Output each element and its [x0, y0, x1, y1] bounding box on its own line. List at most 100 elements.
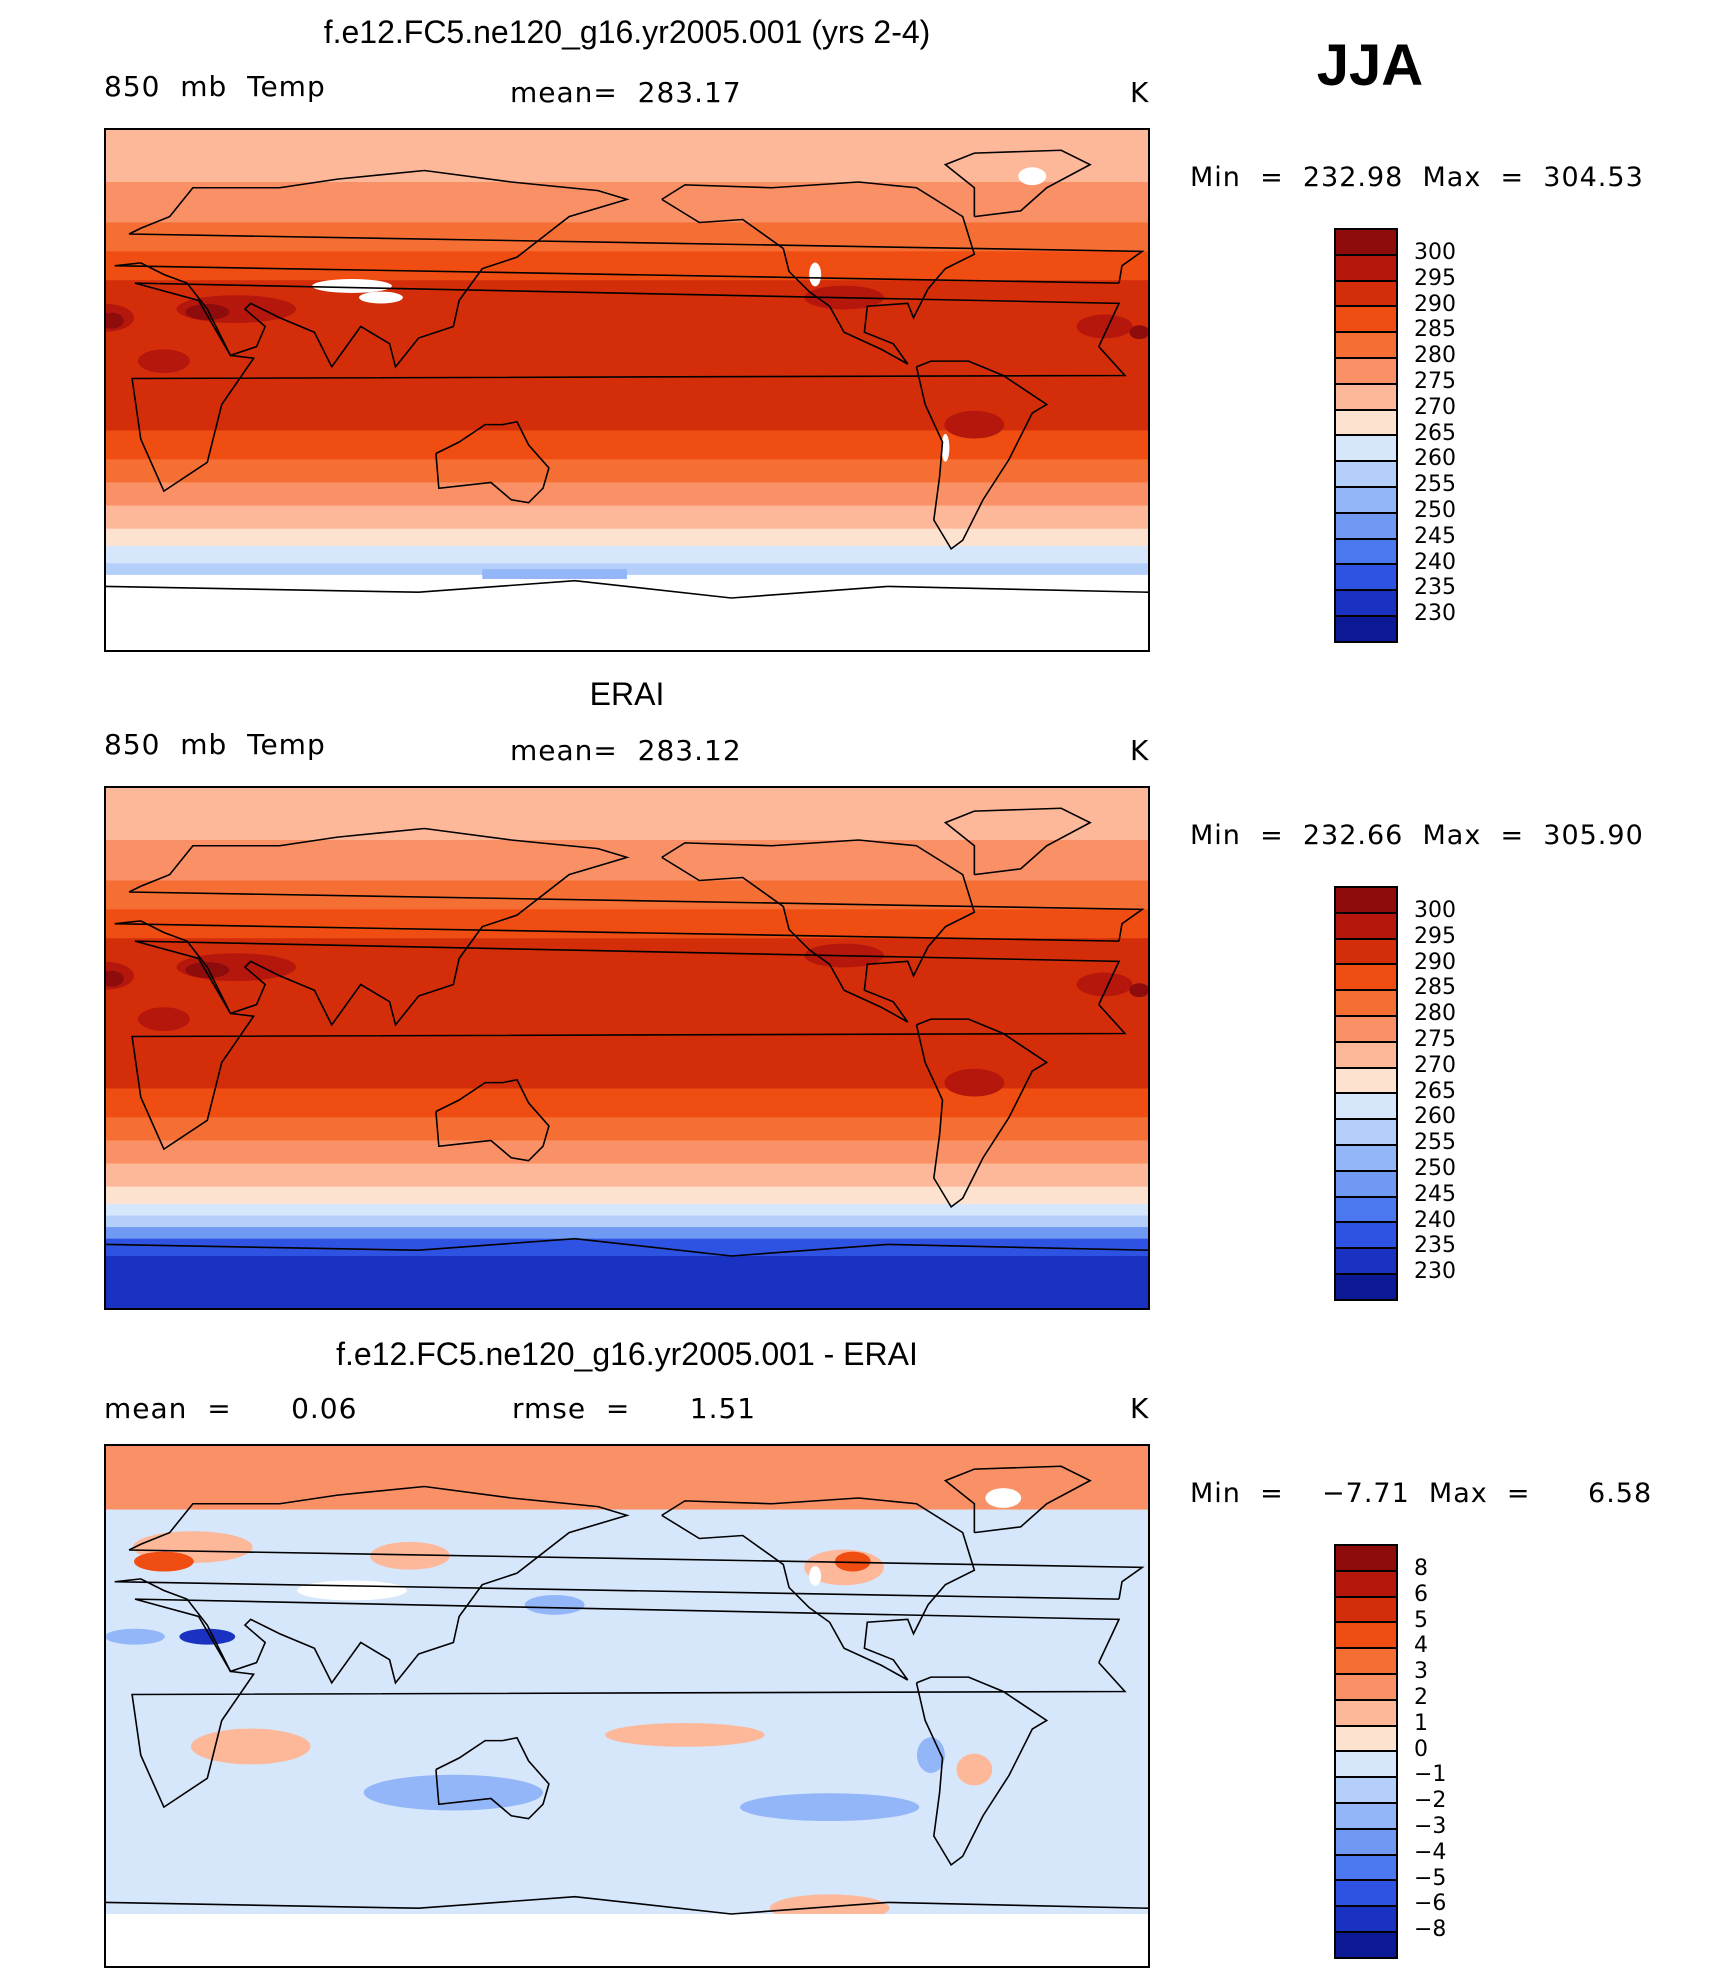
temperature-band — [106, 880, 1148, 910]
legend-swatch — [1335, 461, 1397, 487]
legend-tick-label: 260 — [1414, 446, 1456, 472]
masked-terrain — [985, 1488, 1022, 1508]
legend-swatch — [1335, 1248, 1397, 1274]
map-panel-obs — [104, 786, 1150, 1310]
temperature-band — [106, 528, 1148, 547]
temperature-band — [106, 1256, 1148, 1308]
legend-tick-label: 4 — [1414, 1633, 1428, 1659]
legend-swatch — [1335, 564, 1397, 591]
warm-core — [1076, 314, 1133, 339]
arctic-warm-band — [106, 1446, 1148, 1510]
legend-swatch — [1335, 1570, 1397, 1597]
legend-swatch — [1335, 409, 1397, 436]
warm-anomaly — [370, 1541, 450, 1570]
temperature-band — [106, 1227, 1148, 1240]
hot-core — [185, 304, 230, 320]
legend-tick-label: 230 — [1414, 1259, 1456, 1285]
temperature-band — [106, 788, 1148, 841]
legend-tick-label: 270 — [1414, 1052, 1456, 1078]
difference-base — [106, 1446, 1148, 1966]
legend-swatch — [1335, 1880, 1397, 1907]
legend-tick-label: 300 — [1414, 898, 1456, 923]
strong-warm-anomaly — [134, 1551, 194, 1572]
legend-swatch — [1335, 1041, 1397, 1068]
legend-tick-label: −6 — [1414, 1891, 1447, 1917]
legend-tick-label: −4 — [1414, 1839, 1447, 1865]
legend-swatch — [1335, 1622, 1397, 1649]
legend-swatch — [1335, 229, 1397, 255]
legend-tick-label: 300 — [1414, 240, 1456, 265]
legend-tick-label: 245 — [1414, 1181, 1456, 1207]
legend-swatch — [1335, 1673, 1397, 1700]
legend-tick-label: −5 — [1414, 1865, 1447, 1891]
panel-3-units: K — [1130, 1392, 1150, 1425]
masked-terrain — [297, 1580, 407, 1601]
coastline — [114, 169, 1145, 369]
legend-swatch — [1335, 1273, 1397, 1300]
masked-antarctica — [106, 1914, 1148, 1966]
legend-swatch — [1335, 990, 1397, 1016]
legend-swatch — [1335, 357, 1397, 384]
coastline — [131, 940, 1127, 1151]
legend-swatch — [1335, 938, 1397, 965]
cold-anomaly — [739, 1793, 920, 1822]
legend-swatch — [1335, 1751, 1397, 1778]
coastline — [915, 1018, 1049, 1209]
temperature-band — [106, 130, 1148, 183]
legend-swatch — [1335, 1196, 1397, 1223]
warm-core — [1076, 972, 1133, 997]
strong-cold-anomaly — [179, 1628, 236, 1645]
legend-tick-label: 290 — [1414, 949, 1456, 975]
legend-tick-label: −1 — [1414, 1762, 1447, 1788]
legend-tick-label: 3 — [1414, 1659, 1428, 1685]
legend-tick-label: 235 — [1414, 575, 1456, 601]
legend-swatch — [1335, 964, 1397, 991]
legend-swatch — [1335, 615, 1397, 642]
coastline — [661, 839, 976, 1023]
warm-anomaly — [605, 1722, 765, 1747]
legend-swatch — [1335, 1802, 1397, 1829]
masked-terrain — [312, 279, 392, 293]
coastline-antarctica — [106, 1895, 1148, 1915]
legend-colorbar — [1334, 1544, 1398, 1959]
legend-tick-label: 290 — [1414, 291, 1456, 317]
legend-tick-label: 2 — [1414, 1685, 1428, 1710]
legend-swatch — [1335, 1906, 1397, 1932]
coastline — [943, 1465, 1092, 1534]
legend-tick-label: 260 — [1414, 1104, 1456, 1130]
legend-tick-label: 235 — [1414, 1233, 1456, 1259]
legend-tick-label: 230 — [1414, 601, 1456, 627]
panel-2-mean-label: mean= 283.12 — [510, 734, 742, 767]
panel-2-minmax: Min = 232.66 Max = 305.90 — [1190, 820, 1644, 851]
antarctic-cold-band — [482, 569, 627, 580]
legend-swatch — [1335, 332, 1397, 358]
legend-swatch — [1335, 1170, 1397, 1197]
legend-swatch — [1335, 538, 1397, 565]
legend-swatch — [1335, 1067, 1397, 1094]
legend-tick-label: 6 — [1414, 1581, 1428, 1607]
legend-tick-label: 280 — [1414, 343, 1456, 369]
legend-tick-label: 0 — [1414, 1736, 1428, 1762]
warm-core — [944, 410, 1005, 439]
hot-core — [106, 312, 124, 329]
coastline — [435, 1078, 550, 1162]
cold-anomaly — [106, 1628, 165, 1645]
legend-swatch — [1335, 254, 1397, 281]
temperature-band — [106, 222, 1148, 252]
legend-tick-label: 285 — [1414, 317, 1456, 343]
panel-3-rmse-label: rmse = 1.51 — [512, 1392, 757, 1425]
cold-anomaly — [363, 1774, 543, 1811]
legend-tick-label: 285 — [1414, 975, 1456, 1001]
hot-core — [106, 970, 124, 987]
masked-antarctica — [106, 580, 1148, 650]
legend-swatch — [1335, 1725, 1397, 1752]
legend-tick-label: 250 — [1414, 498, 1456, 523]
legend-swatch — [1335, 887, 1397, 913]
hot-core — [1129, 325, 1148, 340]
legend-tick-label: 275 — [1414, 1027, 1456, 1052]
legend-colorbar — [1334, 228, 1398, 643]
map-panel-difference — [104, 1444, 1150, 1968]
cold-anomaly — [524, 1594, 585, 1615]
coastline — [915, 1676, 1049, 1867]
legend-colorbar — [1334, 886, 1398, 1301]
